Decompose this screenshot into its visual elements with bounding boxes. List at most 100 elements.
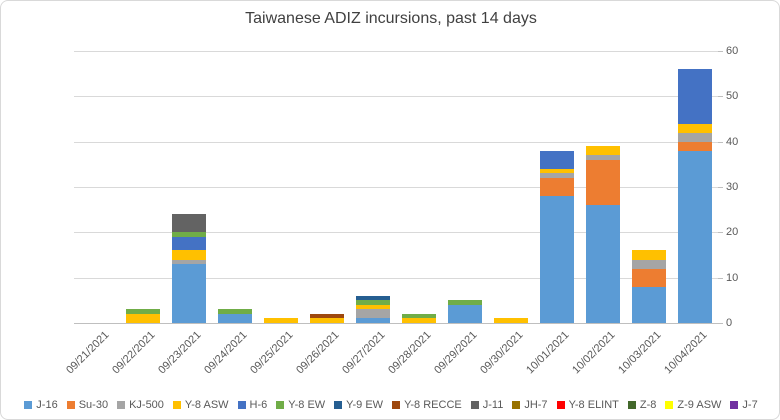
x-axis-label: 09/25/2021 xyxy=(248,329,296,377)
bar-segment xyxy=(264,318,298,323)
bar-segment xyxy=(632,259,666,269)
legend-item: Su-30 xyxy=(66,399,109,411)
y-axis-label: 40 xyxy=(726,135,739,148)
legend-swatch-icon xyxy=(512,401,521,409)
legend-swatch-icon xyxy=(66,401,75,409)
bar-segment xyxy=(356,318,390,323)
bar-segment xyxy=(172,259,206,265)
chart-title: Taiwanese ADIZ incursions, past 14 days xyxy=(245,10,537,27)
bar-segment xyxy=(218,313,252,323)
y-axis-tick xyxy=(718,141,723,143)
bar-segment xyxy=(402,313,436,319)
legend-item: Y-8 ASW xyxy=(172,399,229,411)
bar-segment xyxy=(586,205,620,323)
legend-label: J-11 xyxy=(482,399,504,411)
legend-label: Y-8 RECCE xyxy=(404,399,462,411)
y-axis-label: 0 xyxy=(726,317,733,329)
legend-item: J-11 xyxy=(470,399,504,411)
x-axis-line xyxy=(74,323,718,324)
bar-segment xyxy=(448,304,482,323)
legend-swatch-icon xyxy=(276,401,285,409)
gridline xyxy=(74,141,718,143)
legend-swatch-icon xyxy=(334,401,343,409)
bar-segment xyxy=(172,214,206,233)
bar-segment xyxy=(540,177,574,197)
legend-label: Su-30 xyxy=(78,399,109,411)
legend-label: KJ-500 xyxy=(129,399,164,411)
bar-segment xyxy=(586,155,620,160)
bar-segment xyxy=(678,141,712,151)
x-axis-label: 10/02/2021 xyxy=(570,329,618,377)
gridline xyxy=(74,51,718,52)
x-axis-label: 09/21/2021 xyxy=(64,329,112,377)
bar-segment xyxy=(356,300,390,305)
bar-segment xyxy=(540,196,574,323)
bar-segment xyxy=(310,318,344,323)
x-axis-label: 09/22/2021 xyxy=(110,329,158,377)
gridline xyxy=(74,96,718,98)
bar-segment xyxy=(172,264,206,323)
bar-segment xyxy=(586,146,620,156)
gridline xyxy=(74,277,718,279)
bar-segment xyxy=(494,318,528,323)
legend-item: J-16 xyxy=(24,399,58,411)
bar-segment xyxy=(678,123,712,133)
x-axis-label: 09/24/2021 xyxy=(202,329,250,377)
legend: J-16 Su-30 KJ-500 Y-8 ASW H-6 Y-8 EW Y-9 EW Y-8… xyxy=(1,399,779,411)
x-axis-label: 09/27/2021 xyxy=(340,329,388,377)
y-axis-tick xyxy=(718,51,723,52)
legend-item: Z-8 xyxy=(627,399,656,411)
bar-segment xyxy=(126,309,160,314)
legend-item: KJ-500 xyxy=(117,399,164,411)
bar-segment xyxy=(172,250,206,260)
bar-segment xyxy=(540,150,574,169)
legend-label: Y-9 EW xyxy=(346,399,384,411)
bar-segment xyxy=(356,295,390,301)
y-axis-label: 50 xyxy=(726,90,739,103)
legend-swatch-icon xyxy=(237,401,246,409)
legend-swatch-icon xyxy=(627,401,636,409)
x-axis-label: 09/30/2021 xyxy=(478,329,526,377)
bar-segment xyxy=(126,313,160,323)
bar-segment xyxy=(402,318,436,323)
x-axis-label: 09/29/2021 xyxy=(432,329,480,377)
bar-segment xyxy=(540,173,574,178)
x-axis-label: 09/26/2021 xyxy=(294,329,342,377)
y-axis-tick xyxy=(718,187,723,188)
bar-segment xyxy=(218,309,252,314)
legend-item: Y-8 ELINT xyxy=(556,399,619,411)
legend-swatch-icon xyxy=(556,401,565,409)
y-axis-tick xyxy=(718,232,723,234)
x-axis-label: 09/23/2021 xyxy=(156,329,204,377)
y-axis-label: 10 xyxy=(726,271,739,284)
y-axis-label: 60 xyxy=(726,45,739,57)
y-axis-tick xyxy=(718,96,723,98)
legend-item: Y-8 EW xyxy=(276,399,325,411)
bar-segment xyxy=(356,304,390,310)
legend-swatch-icon xyxy=(392,401,401,409)
bar-segment xyxy=(632,286,666,323)
bar-segment xyxy=(632,250,666,260)
legend-swatch-icon xyxy=(24,401,33,409)
bar-segment xyxy=(678,150,712,323)
legend-item: J-7 xyxy=(730,399,758,411)
legend-swatch-icon xyxy=(470,401,479,409)
y-axis-label: 20 xyxy=(726,226,739,239)
legend-swatch-icon xyxy=(665,401,674,409)
legend-label: Y-8 ELINT xyxy=(568,399,619,411)
bar-segment xyxy=(172,236,206,251)
legend-swatch-icon xyxy=(172,401,181,409)
bar-segment xyxy=(678,132,712,142)
legend-label: H-6 xyxy=(249,399,268,411)
y-axis-label: 30 xyxy=(726,181,739,193)
legend-item: Z-9 ASW xyxy=(665,399,721,411)
legend-label: Y-8 ASW xyxy=(184,399,229,411)
bar-segment xyxy=(310,313,344,319)
x-axis-label: 09/28/2021 xyxy=(386,329,434,377)
legend-label: J-7 xyxy=(742,399,758,411)
x-axis-label: 10/03/2021 xyxy=(616,329,664,377)
legend-label: J-16 xyxy=(36,399,58,411)
bar-segment xyxy=(356,309,390,319)
legend-label: Y-8 EW xyxy=(288,399,326,411)
